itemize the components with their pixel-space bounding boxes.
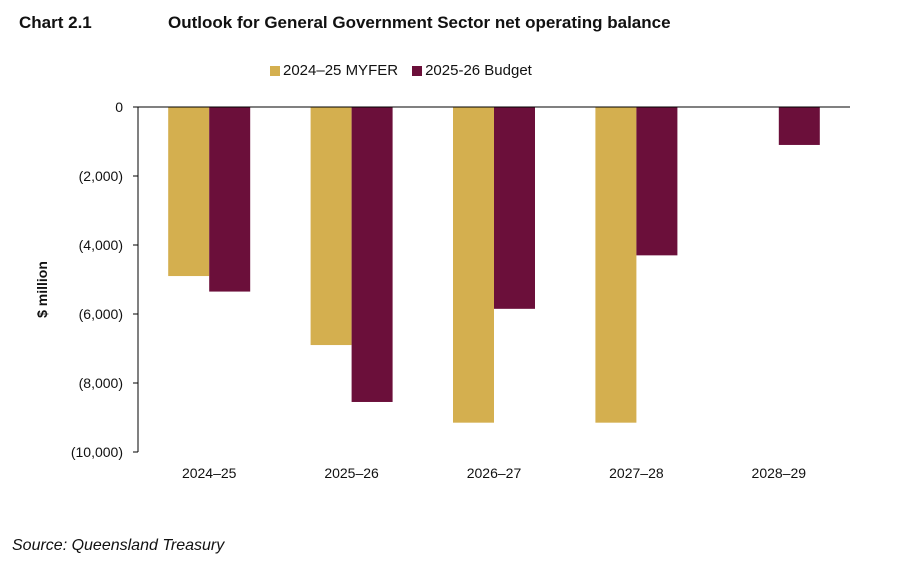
x-tick-label: 2026–27 (467, 465, 522, 481)
bar-budget (494, 107, 535, 309)
source-note: Source: Queensland Treasury (12, 537, 225, 554)
legend-label-budget: 2025-26 Budget (425, 62, 532, 79)
bar-budget (778, 107, 820, 145)
chart-number: Chart 2.1 (19, 13, 92, 32)
y-axis-title: $ million (34, 261, 50, 318)
y-tick-label: (8,000) (79, 375, 123, 391)
x-tick-label: 2024–25 (182, 465, 237, 481)
bar-myfer (595, 107, 637, 423)
legend-item-myfer: 2024–25 MYFER (270, 62, 398, 79)
y-tick-label: (4,000) (79, 237, 123, 253)
x-tick-label: 2028–29 (752, 465, 807, 481)
y-tick-label: 0 (115, 99, 123, 115)
bar-budget (351, 107, 393, 402)
bar-budget (209, 107, 251, 292)
y-tick-label: (2,000) (79, 168, 123, 184)
x-tick-label: 2027–28 (609, 465, 664, 481)
x-tick-label: 2025–26 (324, 465, 379, 481)
legend-label-myfer: 2024–25 MYFER (283, 62, 399, 79)
bar-myfer (168, 107, 210, 277)
bar-myfer (453, 107, 494, 423)
y-tick-label: (10,000) (71, 444, 123, 460)
bar-myfer (310, 107, 352, 346)
y-tick-label: (6,000) (79, 306, 123, 322)
legend-item-budget: 2025-26 Budget (412, 62, 532, 79)
bar-budget (636, 107, 678, 256)
legend-swatch-myfer (270, 65, 280, 76)
chart-title: Outlook for General Government Sector ne… (168, 13, 671, 32)
legend-swatch-budget (412, 65, 423, 76)
legend: 2024–25 MYFER 2025-26 Budget (270, 62, 546, 79)
